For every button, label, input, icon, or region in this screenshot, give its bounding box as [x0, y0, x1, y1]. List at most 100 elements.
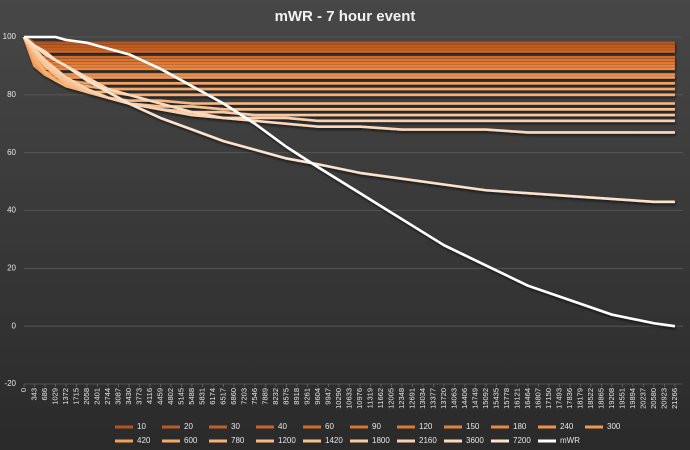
x-tick-label: 8918 — [292, 388, 301, 405]
series-line — [23, 35, 675, 47]
x-tick-label: 3087 — [113, 388, 122, 405]
x-tick-label: 11319 — [365, 388, 374, 408]
x-tick-label: 12005 — [386, 388, 395, 409]
x-tick-label: 4459 — [155, 388, 164, 405]
x-tick-label: 12348 — [397, 388, 406, 409]
x-tick-label: 20923 — [659, 388, 668, 409]
y-tick-label: 100 — [3, 32, 17, 41]
series-line — [22, 36, 675, 68]
x-tick-label: 8575 — [281, 388, 290, 405]
y-tick-label: 40 — [7, 206, 16, 215]
x-tick-label: 17836 — [565, 388, 574, 409]
series-line — [23, 36, 675, 50]
x-tick-label: 6517 — [218, 388, 227, 405]
x-tick-label: 1372 — [61, 388, 70, 405]
x-tick-label: 7203 — [239, 388, 248, 405]
series-line — [22, 36, 675, 62]
x-tick-label: 9261 — [302, 388, 311, 405]
x-tick-label: 3430 — [124, 388, 133, 405]
x-tick-label: 343 — [29, 388, 38, 401]
x-tick-label: 5831 — [197, 388, 206, 405]
x-tick-label: 9947 — [323, 388, 332, 405]
x-tick-label: 18522 — [586, 388, 595, 409]
x-tick-label: 15778 — [502, 388, 511, 409]
legend-label: 1200 — [278, 436, 296, 445]
series-line — [22, 36, 675, 97]
x-tick-label: 14406 — [460, 388, 469, 409]
series-line — [22, 36, 675, 71]
x-tick-label: 17493 — [554, 388, 563, 409]
series-line — [22, 36, 675, 105]
x-tick-label: 17150 — [544, 388, 553, 409]
legend-label: 3600 — [466, 436, 484, 445]
x-tick-label: 3773 — [134, 388, 143, 405]
x-tick-label: 9604 — [313, 388, 322, 405]
y-tick-label: 80 — [7, 90, 16, 99]
x-tick-label: 10633 — [344, 388, 353, 409]
x-tick-label: 8232 — [271, 388, 280, 405]
x-tick-label: 21266 — [670, 388, 679, 409]
x-tick-label: 6860 — [229, 388, 238, 405]
series-line — [22, 36, 675, 59]
x-tick-label: 19894 — [628, 388, 637, 409]
x-tick-label: 18865 — [596, 388, 605, 409]
legend-label: 420 — [137, 436, 151, 445]
x-tick-label: 686 — [40, 388, 49, 401]
series-line — [23, 35, 675, 45]
legend-label: 40 — [278, 422, 287, 431]
legend-label: mWR — [560, 436, 580, 445]
x-tick-label: 7889 — [260, 388, 269, 405]
x-tick-label: 20580 — [649, 388, 658, 409]
x-tick-label: 5488 — [187, 388, 196, 405]
series-line — [22, 36, 675, 91]
series-line — [23, 36, 675, 123]
series-line — [22, 36, 675, 53]
x-tick-label: 4116 — [145, 388, 154, 404]
x-tick-label: 20237 — [638, 388, 647, 409]
legend-label: 1420 — [325, 436, 343, 445]
legend-label: 240 — [560, 422, 574, 431]
x-tick-label: 7546 — [250, 388, 259, 405]
legend-label: 1800 — [372, 436, 390, 445]
x-tick-label: 6174 — [208, 388, 217, 405]
x-tick-label: 12691 — [407, 388, 416, 409]
legend-label: 90 — [372, 422, 381, 431]
y-tick-label: 20 — [7, 263, 16, 272]
y-tick-label: -20 — [4, 379, 16, 388]
legend-label: 120 — [419, 422, 433, 431]
x-tick-label: 13034 — [418, 388, 427, 409]
series-line — [24, 35, 676, 328]
series-line — [23, 35, 675, 204]
x-tick-label: 11662 — [376, 388, 385, 408]
legend-label: 2160 — [419, 436, 437, 445]
legend-label: 20 — [184, 422, 193, 431]
legend-label: 300 — [607, 422, 621, 431]
y-tick-label: 60 — [7, 148, 16, 157]
legend-label: 150 — [466, 422, 480, 431]
x-tick-label: 15092 — [481, 388, 490, 409]
x-tick-label: 2744 — [103, 388, 112, 405]
x-tick-label: 10290 — [334, 388, 343, 409]
x-tick-label: 1029 — [50, 388, 59, 405]
x-tick-label: 2401 — [92, 388, 101, 405]
x-tick-label: 10976 — [355, 388, 364, 409]
x-tick-label: 16807 — [533, 388, 542, 409]
x-tick-label: 19551 — [617, 388, 626, 409]
x-tick-label: 5145 — [176, 388, 185, 405]
series-line — [22, 36, 675, 111]
x-tick-label: 14749 — [470, 388, 479, 409]
x-tick-label: 16121 — [512, 388, 521, 409]
legend-label: 600 — [184, 436, 198, 445]
x-tick-label: 13377 — [428, 388, 437, 409]
x-tick-label: 2058 — [82, 388, 91, 405]
legend-label: 7200 — [513, 436, 531, 445]
x-tick-label: 15435 — [491, 388, 500, 409]
legend-label: 10 — [137, 422, 146, 431]
chart-title: mWR - 7 hour event — [275, 8, 416, 25]
x-tick-label: 19208 — [607, 388, 616, 409]
x-tick-label: 16464 — [523, 388, 532, 409]
x-tick-label: 1715 — [71, 388, 80, 405]
x-tick-label: 13720 — [439, 388, 448, 409]
